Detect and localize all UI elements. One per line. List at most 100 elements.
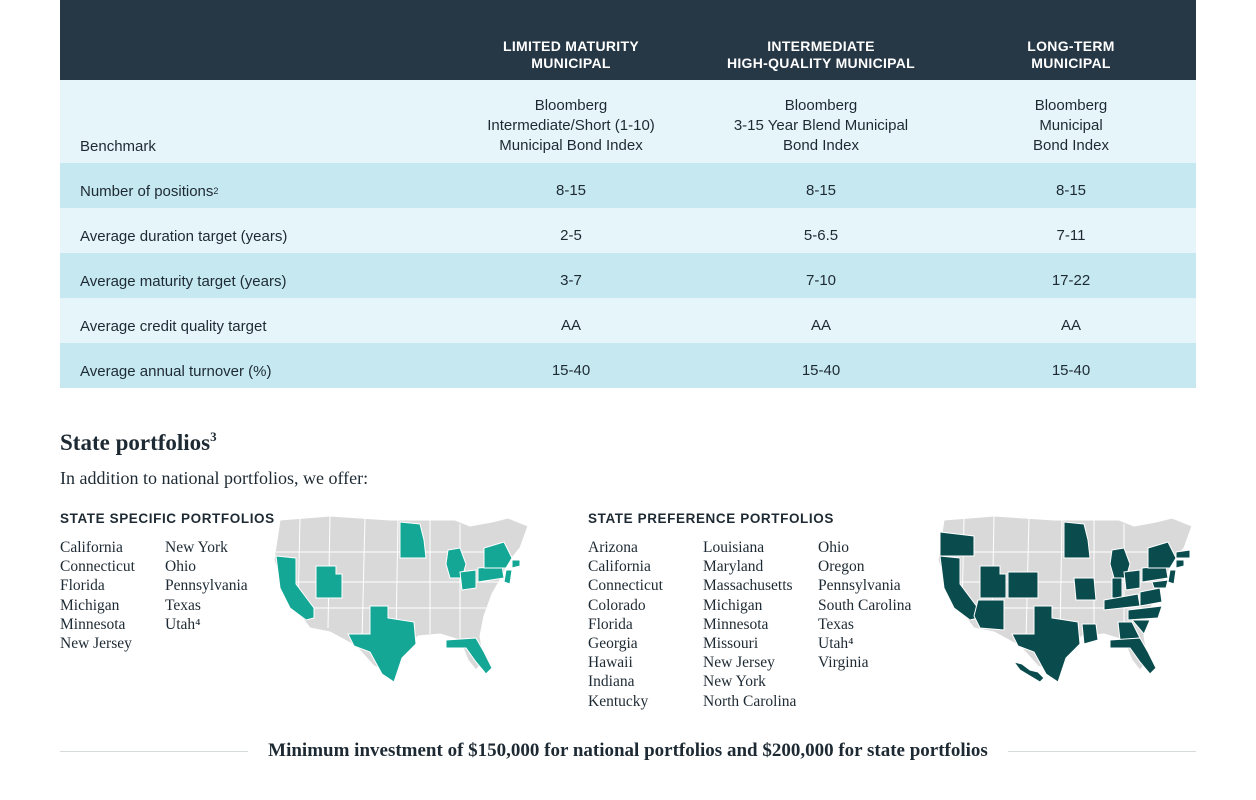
list-item: Arizona bbox=[588, 539, 638, 556]
south-carolina-shape bbox=[1130, 619, 1151, 635]
cell-line: Municipal bbox=[1039, 117, 1103, 134]
new-jersey-shape bbox=[1167, 569, 1177, 585]
list-item: New York bbox=[165, 539, 228, 556]
table-cell: AA bbox=[810, 317, 831, 334]
row-label: Benchmark bbox=[80, 138, 156, 155]
table-cell: AA bbox=[560, 317, 581, 334]
row-label: Average credit quality target bbox=[80, 318, 267, 335]
header-line: LONG-TERM bbox=[1027, 38, 1115, 54]
table-cell: 7-11 bbox=[1056, 227, 1086, 244]
massachusetts-shape bbox=[1175, 549, 1191, 559]
header-line: HIGH-QUALITY MUNICIPAL bbox=[726, 55, 916, 71]
florida-shape bbox=[1109, 637, 1157, 675]
table-cell: Bloomberg 3-15 Year Blend Municipal Bond… bbox=[696, 96, 946, 156]
list-item: Utah⁴ bbox=[165, 615, 201, 633]
cell-line: Bond Index bbox=[1033, 137, 1109, 154]
row-label: Average maturity target (years) bbox=[80, 273, 287, 290]
louisiana-shape bbox=[1081, 623, 1099, 645]
table-row-benchmark: Benchmark Bloomberg Intermediate/Short (… bbox=[60, 80, 1196, 163]
list-item: Louisiana bbox=[703, 539, 765, 556]
state-preference-list-col2: Louisiana Maryland Massachusetts Michiga… bbox=[703, 538, 796, 711]
table-cell: Bloomberg Municipal Bond Index bbox=[946, 96, 1196, 156]
highlighted-states bbox=[939, 521, 1191, 683]
list-item: Texas bbox=[165, 596, 201, 614]
oregon-shape bbox=[939, 531, 975, 557]
us-map-state-specific bbox=[273, 515, 529, 683]
table-row-credit-quality: Average credit quality target AA AA AA bbox=[60, 298, 1196, 343]
list-item: Texas bbox=[818, 615, 854, 633]
colorado-shape bbox=[1007, 571, 1039, 599]
state-preference-list-col3: Ohio Oregon Pennsylvania South Carolina … bbox=[818, 538, 911, 672]
minnesota-shape bbox=[1063, 521, 1091, 559]
list-item: Indiana bbox=[588, 673, 635, 691]
table-cell: 5-6.5 bbox=[803, 227, 839, 244]
row-label: Average annual turnover (%) bbox=[80, 363, 272, 380]
virginia-shape bbox=[1139, 587, 1163, 607]
list-item: North Carolina bbox=[703, 692, 797, 710]
highlighted-states bbox=[275, 521, 521, 683]
table-row-maturity: Average maturity target (years) 3-7 7-10… bbox=[60, 253, 1196, 298]
row-label-text: Number of positions bbox=[80, 183, 214, 200]
state-preference-title: STATE PREFERENCE PORTFOLIOS bbox=[588, 511, 834, 526]
table-cell: 17-22 bbox=[1051, 272, 1091, 289]
minnesota-shape bbox=[399, 521, 427, 559]
footnote-mark: 3 bbox=[210, 429, 217, 444]
cell-line: Bond Index bbox=[783, 137, 859, 154]
ohio-shape bbox=[1123, 569, 1141, 591]
ohio-shape bbox=[459, 569, 477, 591]
list-item: Missouri bbox=[703, 635, 759, 653]
table-cell: 8-15 bbox=[805, 182, 837, 199]
list-item: Ohio bbox=[165, 558, 196, 576]
table-row-positions: Number of positions2 8-15 8-15 8-15 bbox=[60, 163, 1196, 208]
arizona-shape bbox=[973, 599, 1005, 631]
table-cell: AA bbox=[1060, 317, 1081, 334]
header-intermediate: INTERMEDIATE HIGH-QUALITY MUNICIPAL bbox=[696, 38, 946, 72]
list-item: Georgia bbox=[588, 635, 638, 653]
list-item: New York bbox=[703, 673, 766, 691]
connecticut-shape bbox=[1175, 559, 1185, 569]
section-title-text: State portfolios bbox=[60, 430, 211, 455]
connecticut-shape bbox=[511, 559, 521, 569]
list-item: Connecticut bbox=[60, 558, 135, 576]
north-carolina-shape bbox=[1127, 605, 1163, 621]
list-item: Minnesota bbox=[703, 615, 769, 633]
table-cell: 7-10 bbox=[805, 272, 837, 289]
list-item: Pennsylvania bbox=[818, 577, 901, 595]
state-specific-list-col1: California Connecticut Florida Michigan … bbox=[60, 538, 135, 653]
list-item: Hawaii bbox=[588, 654, 633, 672]
cell-line: Municipal Bond Index bbox=[499, 137, 643, 154]
california-shape bbox=[275, 555, 315, 621]
utah-shape bbox=[315, 565, 343, 599]
missouri-shape bbox=[1073, 577, 1097, 601]
hawaii-shape bbox=[1012, 661, 1045, 683]
list-item: Utah⁴ bbox=[818, 635, 854, 653]
table-row-duration: Average duration target (years) 2-5 5-6.… bbox=[60, 208, 1196, 253]
table-cell: 15-40 bbox=[551, 362, 591, 379]
table-cell: 2-5 bbox=[560, 227, 582, 244]
utah-shape bbox=[979, 565, 1007, 599]
state-preference-list-col1: Arizona California Connecticut Colorado … bbox=[588, 538, 663, 711]
header-line: LIMITED MATURITY bbox=[503, 38, 639, 54]
list-item: California bbox=[60, 539, 123, 556]
list-item: California bbox=[588, 558, 651, 576]
new-jersey-shape bbox=[503, 569, 513, 585]
footer-note: Minimum investment of $150,000 for natio… bbox=[0, 740, 1256, 762]
header-limited-maturity: LIMITED MATURITY MUNICIPAL bbox=[446, 38, 696, 72]
table-cell: 8-15 bbox=[1055, 182, 1087, 199]
table-cell: 8-15 bbox=[555, 182, 587, 199]
list-item: Massachusetts bbox=[703, 577, 793, 595]
list-item: Virginia bbox=[818, 654, 869, 672]
cell-line: Bloomberg bbox=[1034, 97, 1108, 114]
florida-shape bbox=[445, 637, 493, 675]
cell-line: Bloomberg bbox=[534, 97, 608, 114]
table-cell: Bloomberg Intermediate/Short (1-10) Muni… bbox=[446, 96, 696, 156]
list-item: Oregon bbox=[818, 558, 865, 576]
list-item: New Jersey bbox=[703, 654, 775, 672]
table-header: LIMITED MATURITY MUNICIPAL INTERMEDIATE … bbox=[60, 0, 1196, 80]
table-row-turnover: Average annual turnover (%) 15-40 15-40 … bbox=[60, 343, 1196, 388]
texas-shape bbox=[347, 605, 417, 683]
new-york-shape bbox=[1147, 541, 1177, 569]
table-cell: 15-40 bbox=[1051, 362, 1091, 379]
list-item: Michigan bbox=[703, 596, 763, 614]
comparison-table: LIMITED MATURITY MUNICIPAL INTERMEDIATE … bbox=[60, 0, 1196, 388]
